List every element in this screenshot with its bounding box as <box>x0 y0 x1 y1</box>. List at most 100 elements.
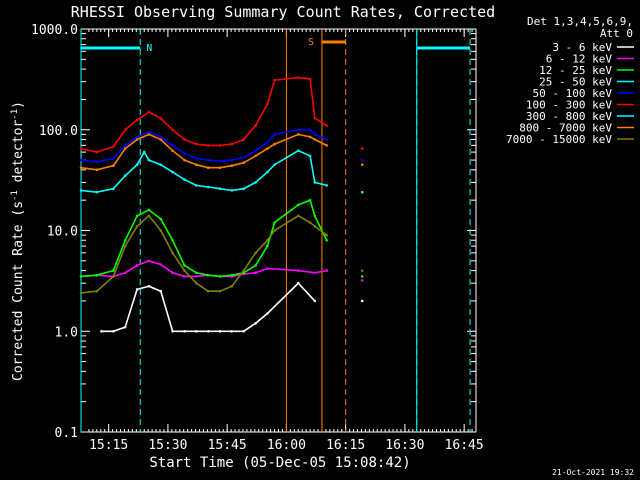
series-point-2 <box>135 214 139 218</box>
series-point-2 <box>254 264 257 267</box>
series-point-7 <box>171 149 174 152</box>
series-point-1 <box>360 279 364 282</box>
series-point-5 <box>360 147 364 150</box>
series-point-5 <box>135 118 139 122</box>
x-tick-label: 16:45 <box>445 438 484 453</box>
series-point-4 <box>159 135 163 139</box>
legend-label: 7000 - 15000 keV <box>506 133 612 146</box>
series-point-8 <box>183 269 186 272</box>
series-point-3 <box>297 149 300 152</box>
x-tick-label: 16:30 <box>385 438 424 453</box>
y-tick-label: 10.0 <box>47 225 78 240</box>
legend-header-detectors: Det 1,3,4,5,6,9, <box>527 15 633 28</box>
series-point-4 <box>79 158 83 162</box>
series-point-4 <box>230 158 234 162</box>
series-point-8 <box>95 289 99 293</box>
series-point-0 <box>297 281 300 285</box>
series-point-3 <box>142 150 146 154</box>
series-point-2 <box>230 273 234 277</box>
series-point-3 <box>159 163 163 166</box>
series-point-5 <box>297 76 300 79</box>
series-point-8 <box>79 291 83 295</box>
series-point-0 <box>112 330 115 333</box>
series-line-5 <box>80 76 328 153</box>
series-layer <box>79 76 364 333</box>
series-point-3 <box>273 163 276 166</box>
series-point-2 <box>123 239 127 242</box>
series-point-7 <box>183 158 186 162</box>
series-point-5 <box>159 117 163 120</box>
series-point-3 <box>242 187 245 190</box>
series-point-8 <box>159 229 163 232</box>
series-point-4 <box>254 149 257 152</box>
series-point-8 <box>195 281 198 285</box>
series-point-7 <box>313 138 317 141</box>
series-point-2 <box>147 208 151 212</box>
series-point-0 <box>266 312 269 315</box>
series-point-8 <box>135 225 139 228</box>
series-point-4 <box>308 128 312 132</box>
series-point-2 <box>79 275 83 278</box>
series-point-4 <box>313 133 317 136</box>
series-point-2 <box>112 269 115 272</box>
series-point-5 <box>206 144 210 147</box>
series-point-7 <box>325 144 329 147</box>
series-point-8 <box>242 269 245 272</box>
series-point-0 <box>313 299 317 303</box>
series-point-3 <box>135 163 139 166</box>
series-point-7 <box>308 135 312 139</box>
legend-header-attenuator: Att 0 <box>600 27 633 40</box>
x-tick-label: 16:15 <box>326 438 365 453</box>
series-point-4 <box>206 158 210 162</box>
y-axis-label: Corrected Count Rate (s-1 detector-1) <box>10 101 26 381</box>
series-point-5 <box>195 142 198 146</box>
annotations: NS <box>80 29 471 432</box>
series-point-5 <box>171 128 174 132</box>
series-point-7 <box>230 164 234 167</box>
series-point-2 <box>171 239 174 242</box>
series-point-3 <box>218 187 222 190</box>
series-point-5 <box>273 78 276 82</box>
night-label: N <box>146 43 152 54</box>
series-point-4 <box>218 159 222 163</box>
series-point-0 <box>147 284 151 288</box>
series-point-7 <box>195 163 198 166</box>
series-point-1 <box>195 275 198 278</box>
series-point-4 <box>325 138 329 141</box>
series-point-3 <box>123 174 127 177</box>
series-point-5 <box>112 145 115 148</box>
series-point-4 <box>273 133 276 136</box>
series-point-2 <box>266 244 269 248</box>
series-point-0 <box>123 325 127 329</box>
series-point-8 <box>325 233 329 237</box>
series-point-7 <box>123 147 127 150</box>
series-point-0 <box>218 330 222 333</box>
series-line-8 <box>80 214 328 294</box>
series-point-4 <box>266 141 269 144</box>
series-point-7 <box>273 142 276 146</box>
series-point-3 <box>147 158 151 162</box>
series-point-2 <box>360 275 364 278</box>
series-point-0 <box>100 330 103 333</box>
series-point-5 <box>183 138 186 141</box>
series-point-7 <box>254 154 257 158</box>
series-point-2 <box>273 221 276 224</box>
series-point-3 <box>254 181 257 184</box>
series-point-5 <box>79 147 83 150</box>
series-point-2 <box>206 273 210 277</box>
legend-label: 50 - 100 keV <box>533 87 613 100</box>
series-point-3 <box>313 181 317 184</box>
series-point-4 <box>195 157 198 160</box>
series-point-8 <box>218 289 222 293</box>
series-point-3 <box>95 190 99 194</box>
series-point-5 <box>325 124 329 127</box>
series-point-1 <box>325 269 329 272</box>
series-point-8 <box>266 239 269 242</box>
series-line-3 <box>80 149 327 194</box>
series-point-4 <box>183 152 186 155</box>
series-point-5 <box>266 102 269 106</box>
series-point-3 <box>325 184 329 187</box>
series-point-7 <box>206 166 210 169</box>
x-tick-label: 15:15 <box>89 438 128 453</box>
series-point-4 <box>147 130 151 134</box>
